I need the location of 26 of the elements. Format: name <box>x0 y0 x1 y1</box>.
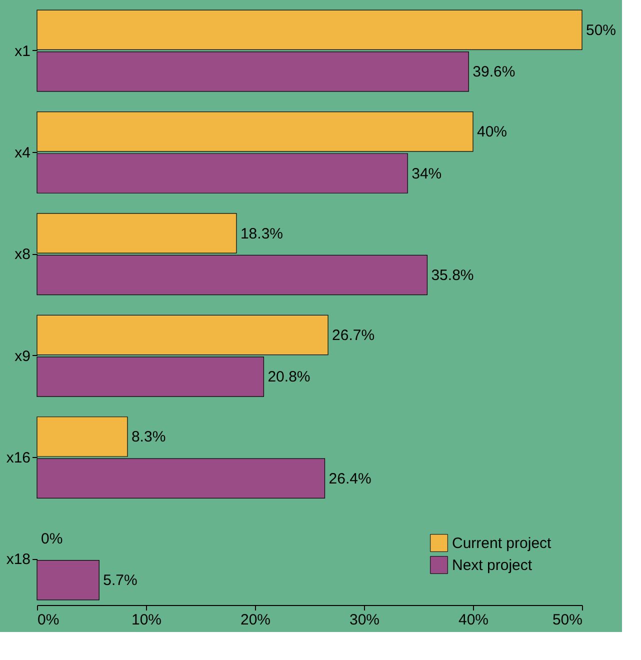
data-label: 0% <box>41 530 63 548</box>
y-tick-label: x1 <box>14 42 30 60</box>
x-tick-label: 30% <box>349 612 380 628</box>
legend-label: Next project <box>452 557 533 574</box>
data-label: 5.7% <box>103 572 138 590</box>
y-tick-label: x4 <box>14 144 30 162</box>
y-tick-label: x16 <box>6 450 30 467</box>
x-tick-label: 0% <box>38 612 60 628</box>
y-tick-label: x8 <box>14 246 30 264</box>
data-label: 34% <box>412 165 442 182</box>
data-label: 8.3% <box>131 428 166 446</box>
x-tick-label: 50% <box>552 612 582 628</box>
data-label: 18.3% <box>240 225 284 242</box>
data-label: 35.8% <box>431 267 474 284</box>
data-label: 39.6% <box>472 64 516 81</box>
data-label: 50% <box>586 22 616 39</box>
data-label: 40% <box>477 124 508 141</box>
data-label: 26.7% <box>332 326 375 344</box>
x-tick-label: 20% <box>240 612 271 628</box>
y-tick-label: x9 <box>14 348 30 365</box>
x-tick-label: 40% <box>458 612 489 628</box>
data-label: 20.8% <box>268 368 310 386</box>
legend-label: Current project <box>452 535 552 552</box>
y-tick-label: x18 <box>6 551 30 568</box>
x-tick-label: 10% <box>131 612 162 628</box>
data-label: 26.4% <box>328 470 372 488</box>
